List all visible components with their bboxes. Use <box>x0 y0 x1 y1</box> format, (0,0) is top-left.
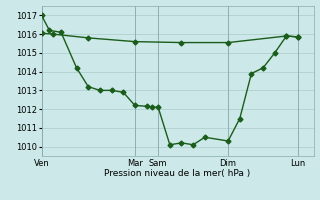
X-axis label: Pression niveau de la mer( hPa ): Pression niveau de la mer( hPa ) <box>104 169 251 178</box>
